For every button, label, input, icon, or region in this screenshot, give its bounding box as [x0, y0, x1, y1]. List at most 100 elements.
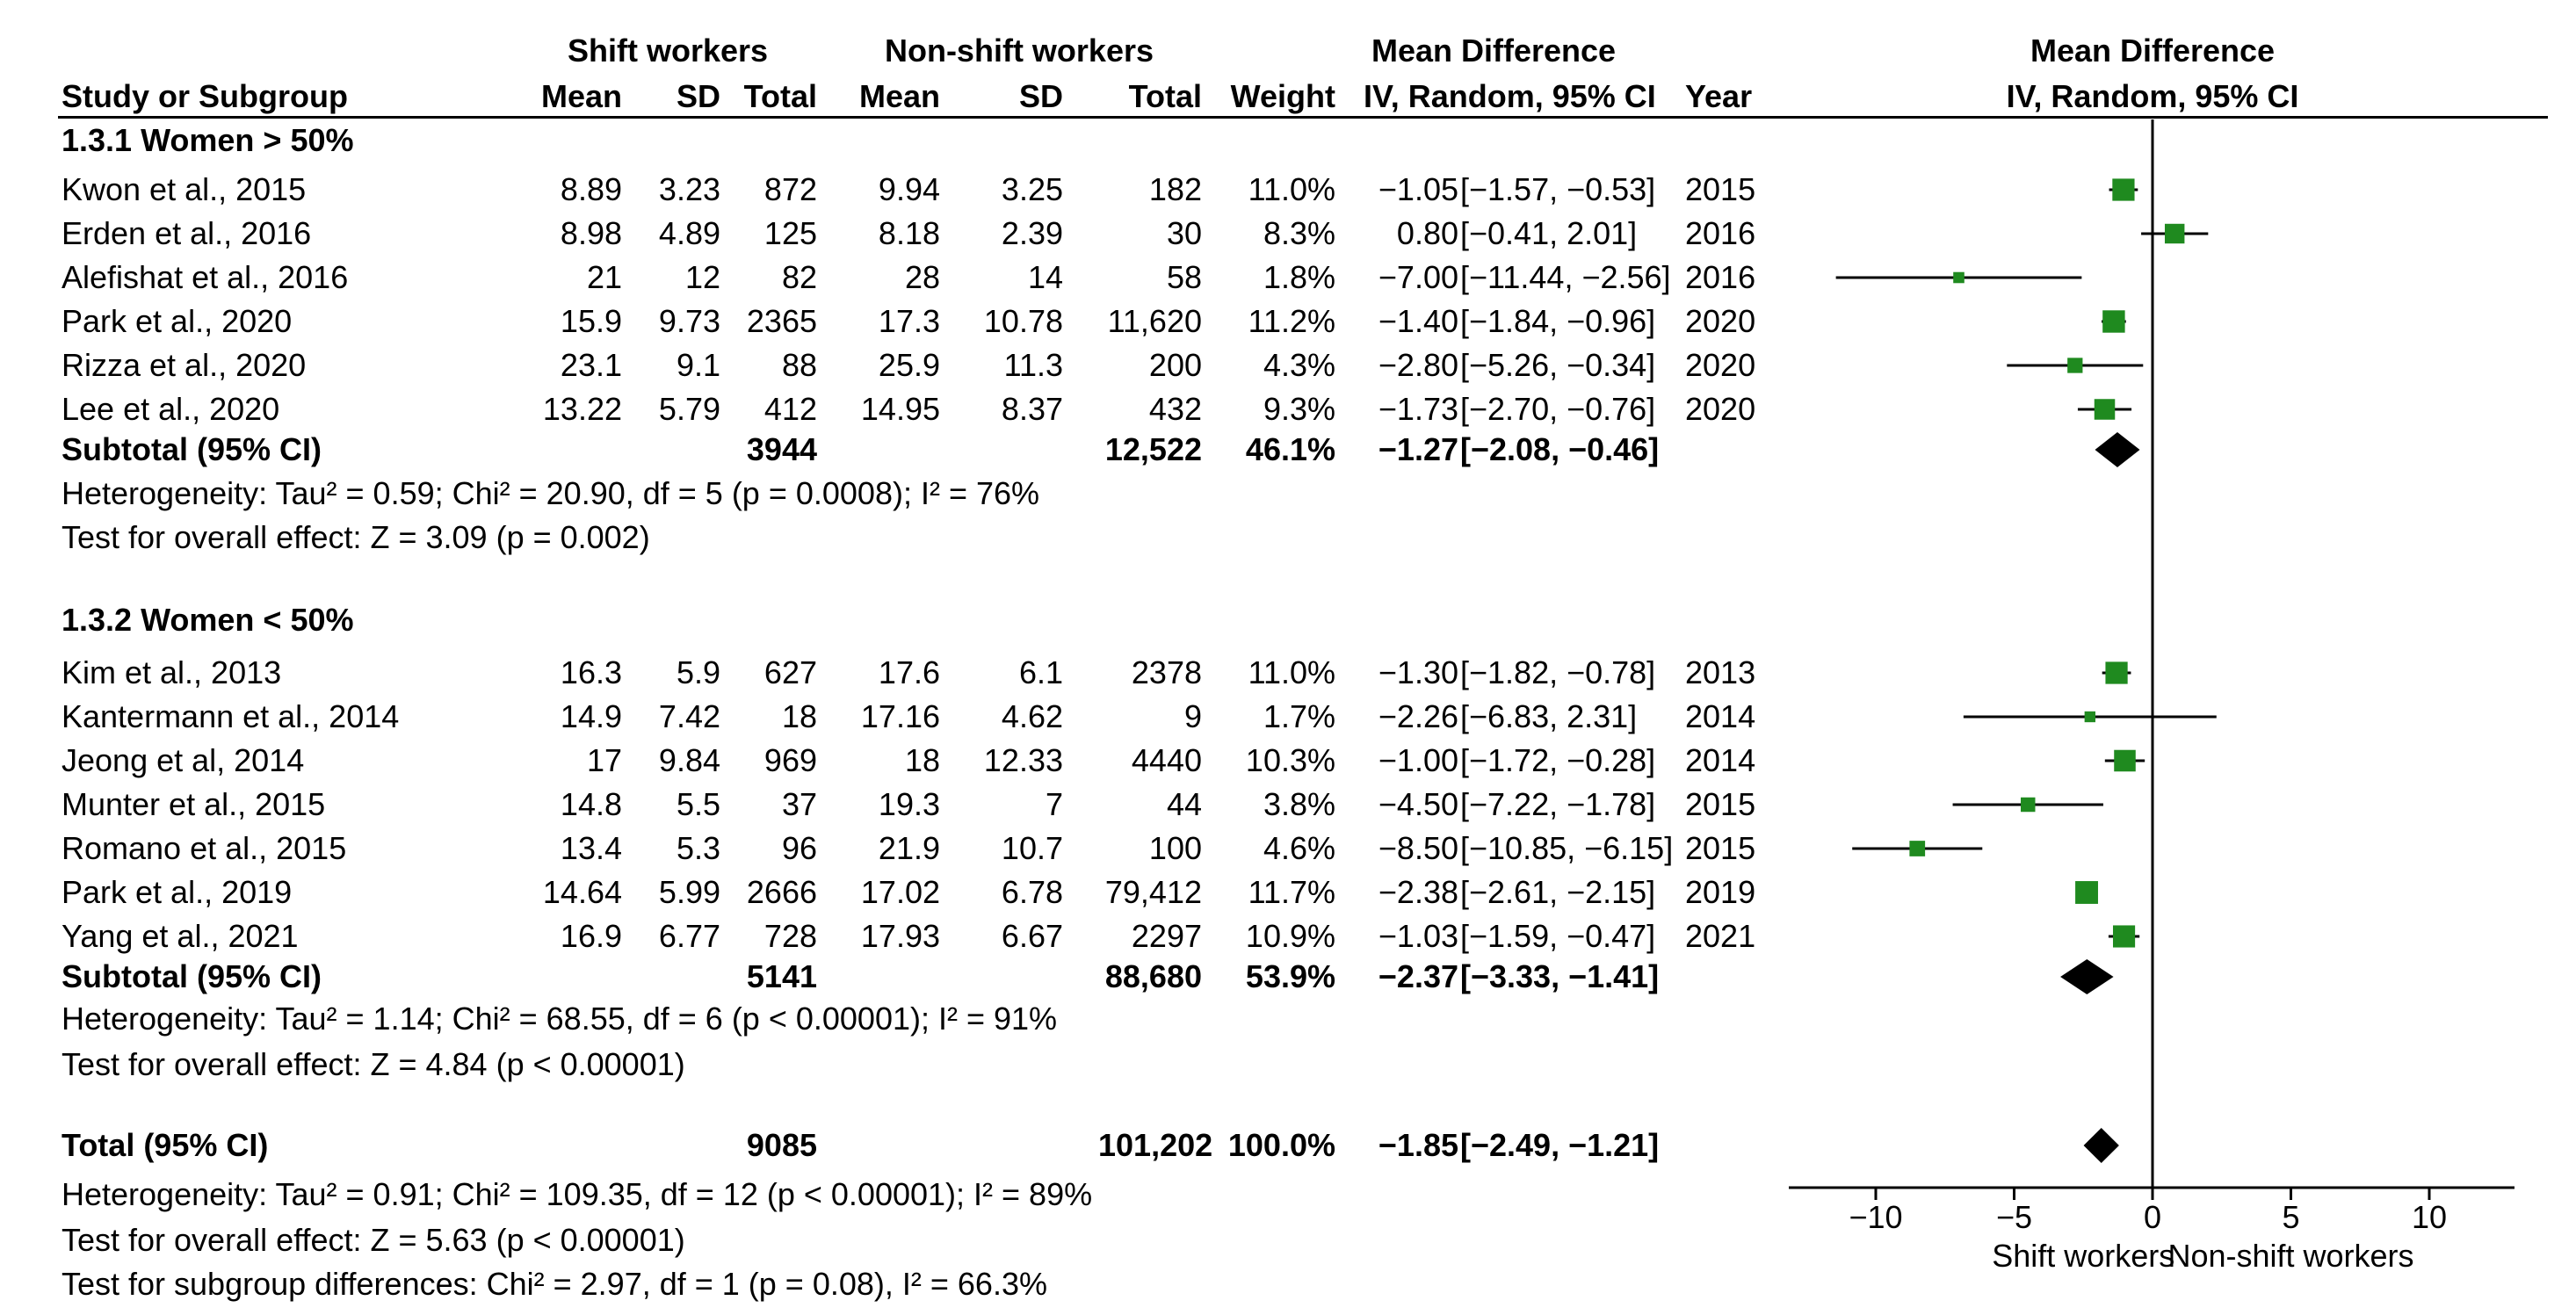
study-weight: 10.9% — [1245, 918, 1335, 954]
study-effect-square — [2067, 358, 2083, 373]
nonshift-sd: 6.67 — [1001, 918, 1063, 954]
shift-mean: 13.4 — [560, 830, 622, 866]
shift-total: 18 — [781, 698, 817, 734]
x-label-right: Non-shift workers — [2167, 1238, 2413, 1274]
nonshift-total: 432 — [1148, 391, 1202, 427]
nonshift-sd: 7 — [1045, 786, 1063, 822]
shift-total: 2365 — [746, 303, 817, 339]
confidence-interval: [−1.59, −0.47] — [1460, 918, 1656, 954]
nonshift-mean: 17.6 — [878, 654, 940, 690]
subtotal-weight: 46.1% — [1245, 431, 1335, 467]
nonshift-sd: 8.37 — [1001, 391, 1063, 427]
nonshift-sd: 10.78 — [983, 303, 1063, 339]
study-weight: 9.3% — [1263, 391, 1335, 427]
study-name: Lee et al., 2020 — [62, 391, 280, 427]
subtotal-label: Subtotal (95% CI) — [62, 958, 322, 994]
x-tick-label: −5 — [1996, 1199, 2032, 1235]
x-tick-label: 5 — [2282, 1199, 2299, 1235]
plot-header: Mean Difference — [2030, 33, 2276, 69]
study-name: Romano et al., 2015 — [62, 830, 347, 866]
shift-sd: 5.79 — [658, 391, 720, 427]
study-name: Jeong et al, 2014 — [62, 742, 305, 778]
nonshift-mean: 17.16 — [860, 698, 940, 734]
shift-sd: 7.42 — [658, 698, 720, 734]
mean-difference: −2.26 — [1378, 698, 1458, 734]
mean-difference: 0.80 — [1396, 215, 1458, 251]
study-year: 2020 — [1685, 391, 1756, 427]
mean-difference: −8.50 — [1378, 830, 1458, 866]
shift-mean: 17 — [586, 742, 622, 778]
shift-mean: 16.3 — [560, 654, 622, 690]
shift-total: 728 — [763, 918, 817, 954]
x-tick-label: −10 — [1849, 1199, 1902, 1235]
subtotal-nonshift-total: 12,522 — [1104, 431, 1202, 467]
shift-sd: 5.99 — [658, 874, 720, 910]
shift-total: 125 — [763, 215, 817, 251]
shift-sd: 9.73 — [658, 303, 720, 339]
nonshift-mean: 8.18 — [878, 215, 940, 251]
nonshift-sd: 14 — [1027, 259, 1063, 295]
confidence-interval: [−1.84, −0.96] — [1460, 303, 1656, 339]
nonshift-sd: 6.78 — [1001, 874, 1063, 910]
study-weight: 11.0% — [1248, 654, 1335, 690]
subtotal-shift-total: 3944 — [746, 431, 817, 467]
shift-sd: 4.89 — [658, 215, 720, 251]
subgroup-title: 1.3.1 Women > 50% — [62, 122, 354, 158]
confidence-interval: [−1.82, −0.78] — [1460, 654, 1656, 690]
study-weight: 1.7% — [1263, 698, 1335, 734]
shift-mean: 13.22 — [542, 391, 622, 427]
study-name: Kim et al., 2013 — [62, 654, 282, 690]
subtotal-mean-difference: −2.37 — [1378, 958, 1458, 994]
total-heterogeneity-text: Heterogeneity: Tau² = 0.91; Chi² = 109.3… — [62, 1176, 1093, 1212]
heterogeneity-text: Heterogeneity: Tau² = 0.59; Chi² = 20.90… — [62, 475, 1040, 511]
nonshift-total: 4440 — [1131, 742, 1202, 778]
study-weight: 11.0% — [1248, 171, 1335, 207]
study-effect-square — [2102, 310, 2125, 333]
nonshift-total: 2297 — [1131, 918, 1202, 954]
mean-difference: −1.05 — [1378, 171, 1458, 207]
shift-mean: 8.98 — [560, 215, 622, 251]
nonshift-sd: 4.62 — [1001, 698, 1063, 734]
shift-mean: 14.64 — [542, 874, 622, 910]
nonshift-sd: 6.1 — [1018, 654, 1063, 690]
study-effect-square — [2075, 881, 2098, 904]
shift-total: 82 — [781, 259, 817, 295]
mean-difference: −1.40 — [1378, 303, 1458, 339]
year-header: Year — [1685, 78, 1753, 114]
nonshift-total: 2378 — [1131, 654, 1202, 690]
study-year: 2020 — [1685, 303, 1756, 339]
study-weight: 8.3% — [1263, 215, 1335, 251]
shift-total: 37 — [781, 786, 817, 822]
study-year: 2014 — [1685, 698, 1756, 734]
mean-difference: −2.80 — [1378, 347, 1458, 383]
shift-total: 96 — [781, 830, 817, 866]
confidence-interval: [−1.57, −0.53] — [1460, 171, 1656, 207]
mean-difference: −1.73 — [1378, 391, 1458, 427]
study-name: Erden et al., 2016 — [62, 215, 312, 251]
study-weight: 10.3% — [1245, 742, 1335, 778]
study-weight: 11.7% — [1248, 874, 1335, 910]
shift-mean: 14.8 — [560, 786, 622, 822]
study-effect-square — [2021, 797, 2036, 813]
subtotal-weight: 53.9% — [1245, 958, 1335, 994]
subtotal-ci: [−3.33, −1.41] — [1460, 958, 1660, 994]
mean-difference: −7.00 — [1378, 259, 1458, 295]
nonshift-total: 182 — [1148, 171, 1202, 207]
subtotal-label: Subtotal (95% CI) — [62, 431, 322, 467]
shift-mean: 23.1 — [560, 347, 622, 383]
study-effect-square — [1909, 841, 1926, 856]
study-name: Park et al., 2019 — [62, 874, 293, 910]
shift-total: 872 — [763, 171, 817, 207]
study-weight: 1.8% — [1263, 259, 1335, 295]
study-name: Kantermann et al., 2014 — [62, 698, 400, 734]
study-name: Rizza et al., 2020 — [62, 347, 307, 383]
nonshift-total: 44 — [1166, 786, 1202, 822]
study-year: 2014 — [1685, 742, 1756, 778]
confidence-interval: [−11.44, −2.56] — [1460, 259, 1671, 295]
study-weight: 11.2% — [1248, 303, 1335, 339]
study-name: Yang et al., 2021 — [62, 918, 299, 954]
shift-mean: 21 — [586, 259, 622, 295]
nonshift-sd: 12.33 — [983, 742, 1063, 778]
subgroup-title: 1.3.2 Women < 50% — [62, 602, 354, 638]
